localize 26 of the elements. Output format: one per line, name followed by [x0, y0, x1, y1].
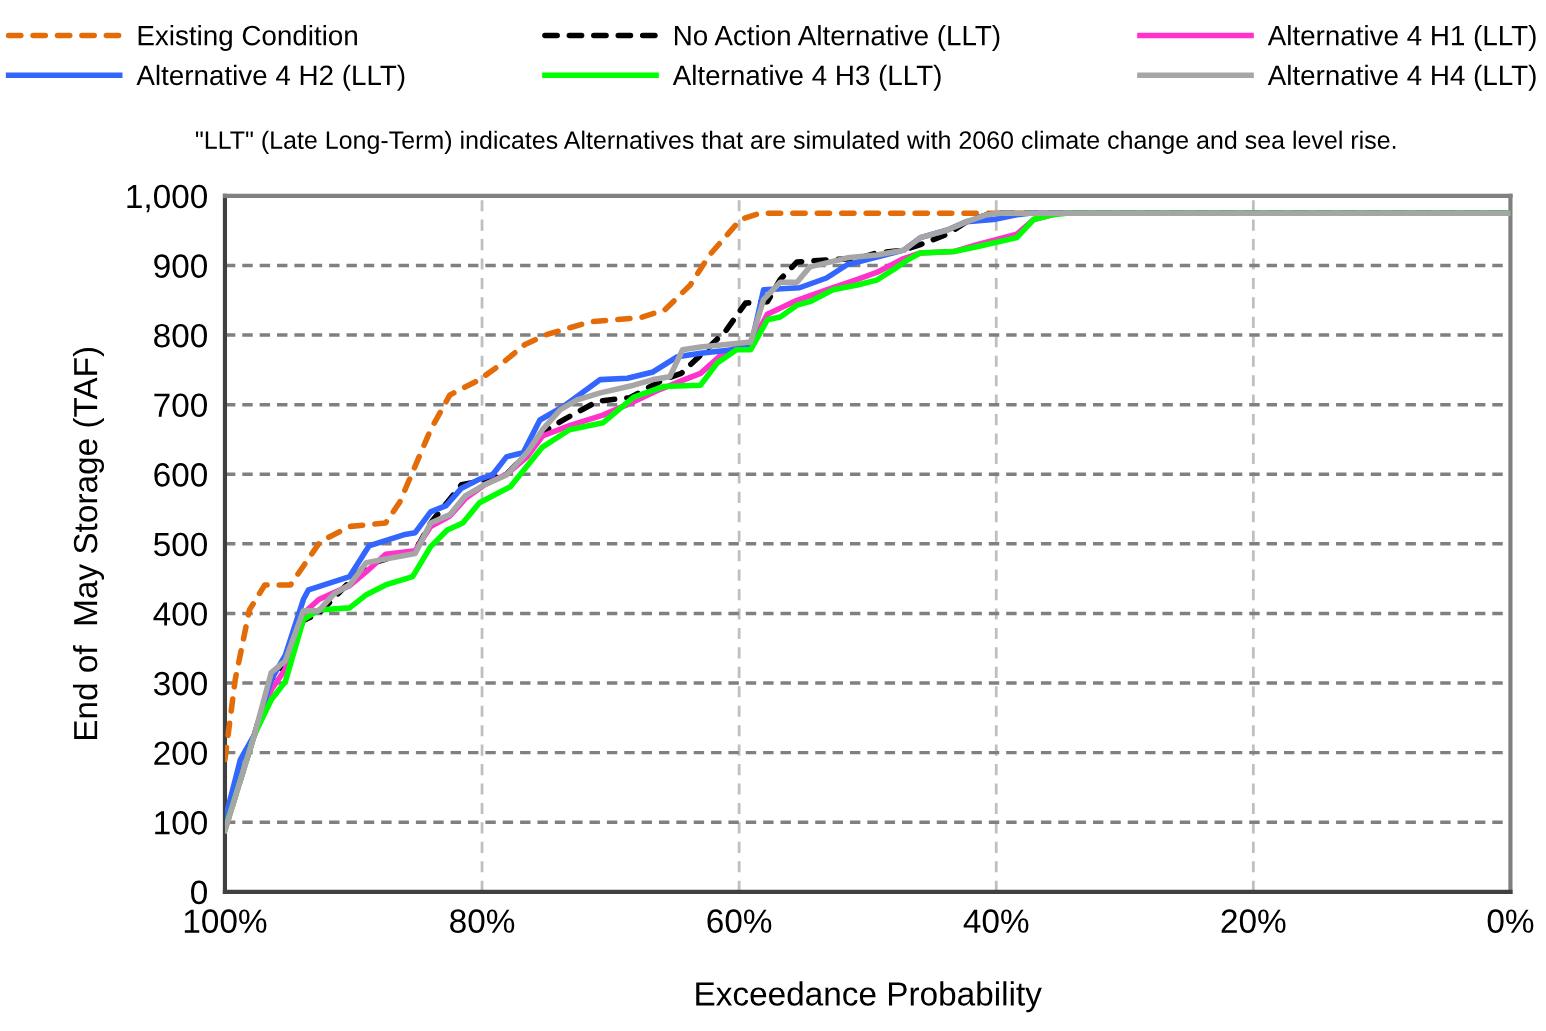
x-tick-label: 20% — [1221, 909, 1286, 933]
y-tick-label: 400 — [153, 602, 207, 626]
y-tick-label: 700 — [154, 393, 207, 418]
y-tick-label: 600 — [154, 463, 207, 487]
legend-label: No Action Alternative (LLT) — [674, 25, 1000, 51]
y-tick-label: 100 — [155, 811, 207, 835]
legend-label: Alternative 4 H3 (LLT) — [672, 64, 941, 91]
x-tick-label: 80% — [450, 909, 515, 933]
y-tick-label: 500 — [154, 532, 207, 557]
y-axis-title: End of May Storage (TAF) — [72, 347, 105, 740]
x-tick-label: 0% — [1487, 909, 1534, 933]
legend-label: Existing Condition — [138, 25, 357, 51]
legend-label: Alternative 4 H2 (LLT) — [136, 64, 405, 91]
y-tick-label: 300 — [153, 671, 207, 696]
y-tick-label: 800 — [154, 323, 207, 348]
x-tick-label: 100% — [184, 909, 267, 933]
x-axis-title: Exceedance Probability — [696, 981, 1042, 1013]
legend-label: Alternative 4 H4 (LLT) — [1267, 64, 1536, 91]
y-tick-label: 200 — [154, 741, 207, 766]
legend-label: Alternative 4 H1 (LLT) — [1267, 25, 1536, 51]
x-tick-label: 60% — [707, 909, 772, 933]
y-tick-label: 0 — [191, 880, 207, 905]
text: "LLT" (Late Long-Term) indicates Alternatives that are simulated with 2060 climate change and sea level rise. — [195, 130, 1396, 154]
y-tick-label: 900 — [154, 254, 207, 278]
y-tick-label: 1,000 — [127, 184, 207, 213]
x-tick-label: 40% — [963, 909, 1029, 933]
